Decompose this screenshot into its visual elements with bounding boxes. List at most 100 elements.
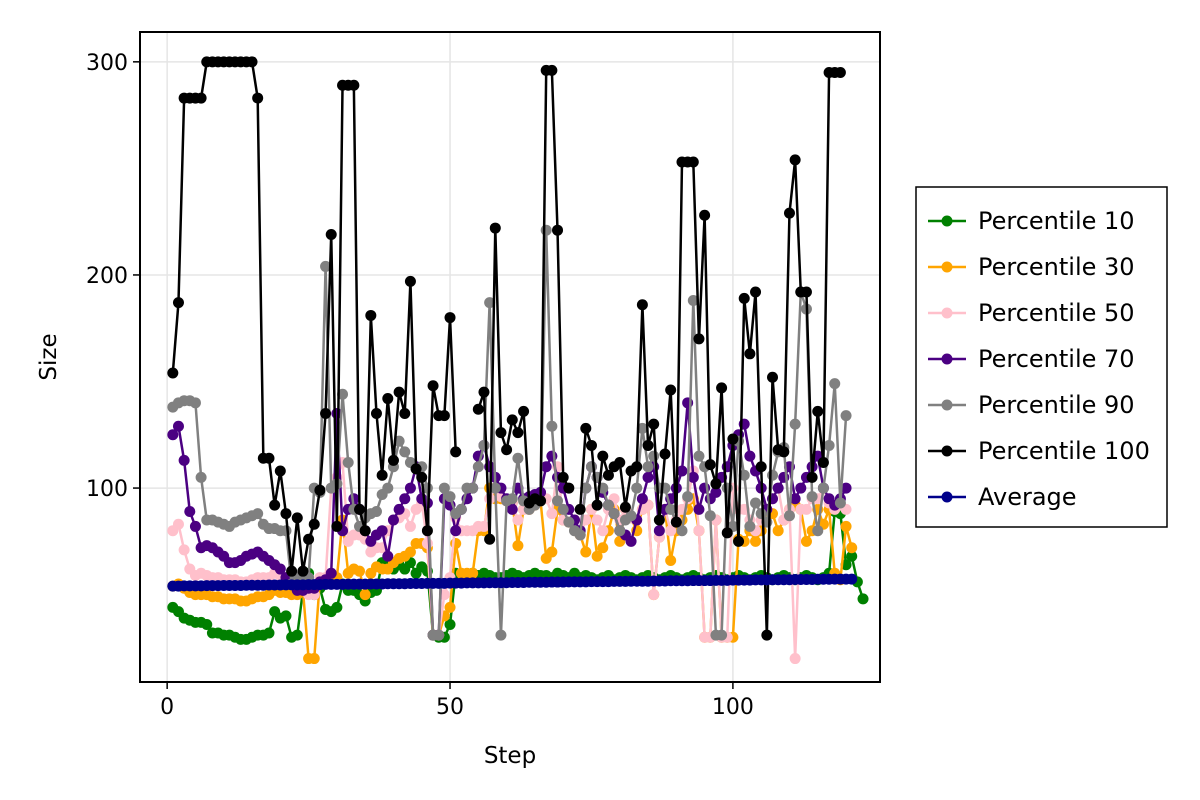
data-point xyxy=(484,297,496,309)
data-point xyxy=(631,461,643,473)
data-point xyxy=(631,482,643,494)
data-point xyxy=(659,448,671,460)
legend-swatch-marker xyxy=(941,353,953,365)
data-point xyxy=(619,501,631,513)
data-point xyxy=(382,550,394,562)
data-point xyxy=(591,514,603,526)
y-tick-label: 100 xyxy=(86,477,128,502)
data-point xyxy=(501,444,513,456)
data-point xyxy=(438,410,450,422)
data-point xyxy=(195,92,207,104)
legend-label: Percentile 10 xyxy=(978,207,1135,235)
data-point xyxy=(472,461,484,473)
data-point xyxy=(495,427,507,439)
data-point xyxy=(314,484,326,496)
data-point xyxy=(834,66,846,78)
data-point xyxy=(484,533,496,545)
data-point xyxy=(280,525,292,537)
data-point xyxy=(320,407,332,419)
series-percentile-100 xyxy=(167,56,846,641)
data-point xyxy=(750,497,762,509)
data-point xyxy=(540,224,552,236)
data-point xyxy=(552,224,564,236)
data-point xyxy=(687,471,699,483)
data-point xyxy=(291,629,303,641)
data-point xyxy=(320,260,332,272)
data-point xyxy=(676,465,688,477)
data-point xyxy=(178,454,190,466)
data-point xyxy=(444,601,456,613)
data-point xyxy=(636,422,648,434)
data-point xyxy=(597,542,609,554)
data-point xyxy=(614,525,626,537)
data-point xyxy=(167,367,179,379)
data-point xyxy=(308,653,320,665)
data-point xyxy=(450,446,462,458)
legend-item-average: Average xyxy=(928,483,1077,511)
data-point xyxy=(738,292,750,304)
data-point xyxy=(269,499,281,511)
data-point xyxy=(546,450,558,462)
data-point xyxy=(665,525,677,537)
data-point xyxy=(370,407,382,419)
data-point xyxy=(665,503,677,515)
data-point xyxy=(252,508,264,520)
data-point xyxy=(506,414,518,426)
data-point xyxy=(365,309,377,321)
data-point xyxy=(710,478,722,490)
legend-label: Average xyxy=(978,483,1077,511)
data-point xyxy=(467,567,479,579)
data-point xyxy=(546,64,558,76)
data-point xyxy=(399,407,411,419)
data-point xyxy=(817,456,829,468)
data-point xyxy=(574,503,586,515)
legend-swatch-marker xyxy=(941,445,953,457)
data-point xyxy=(800,286,812,298)
data-point xyxy=(800,535,812,547)
legend-item-percentile-70: Percentile 70 xyxy=(928,345,1135,373)
data-point xyxy=(744,450,756,462)
data-point xyxy=(444,618,456,630)
data-point xyxy=(478,520,490,532)
series-average xyxy=(167,573,858,592)
data-point xyxy=(693,333,705,345)
data-point xyxy=(433,629,445,641)
data-point xyxy=(512,540,524,552)
data-point xyxy=(783,510,795,522)
data-point xyxy=(506,503,518,515)
data-point xyxy=(597,525,609,537)
data-point xyxy=(359,525,371,537)
legend-label: Percentile 70 xyxy=(978,345,1135,373)
data-point xyxy=(636,299,648,311)
data-point xyxy=(512,427,524,439)
data-point xyxy=(789,493,801,505)
data-point xyxy=(682,491,694,503)
data-point xyxy=(602,499,614,511)
data-point xyxy=(563,516,575,528)
data-point xyxy=(750,535,762,547)
data-point xyxy=(704,510,716,522)
data-point xyxy=(800,503,812,515)
data-point xyxy=(512,452,524,464)
data-point xyxy=(625,535,637,547)
data-point xyxy=(648,418,660,430)
data-point xyxy=(342,456,354,468)
data-point xyxy=(308,518,320,530)
data-point xyxy=(540,461,552,473)
data-point xyxy=(755,461,767,473)
data-point xyxy=(710,486,722,498)
data-point xyxy=(699,209,711,221)
data-point xyxy=(455,503,467,515)
data-point xyxy=(546,546,558,558)
data-point xyxy=(518,405,530,417)
data-point xyxy=(557,471,569,483)
data-point xyxy=(427,380,439,392)
data-point xyxy=(789,653,801,665)
plot-series xyxy=(167,56,869,665)
legend-label: Percentile 90 xyxy=(978,391,1135,419)
data-point xyxy=(535,495,547,507)
data-point xyxy=(789,418,801,430)
y-tick-label: 200 xyxy=(86,264,128,289)
data-point xyxy=(580,546,592,558)
data-point xyxy=(744,348,756,360)
